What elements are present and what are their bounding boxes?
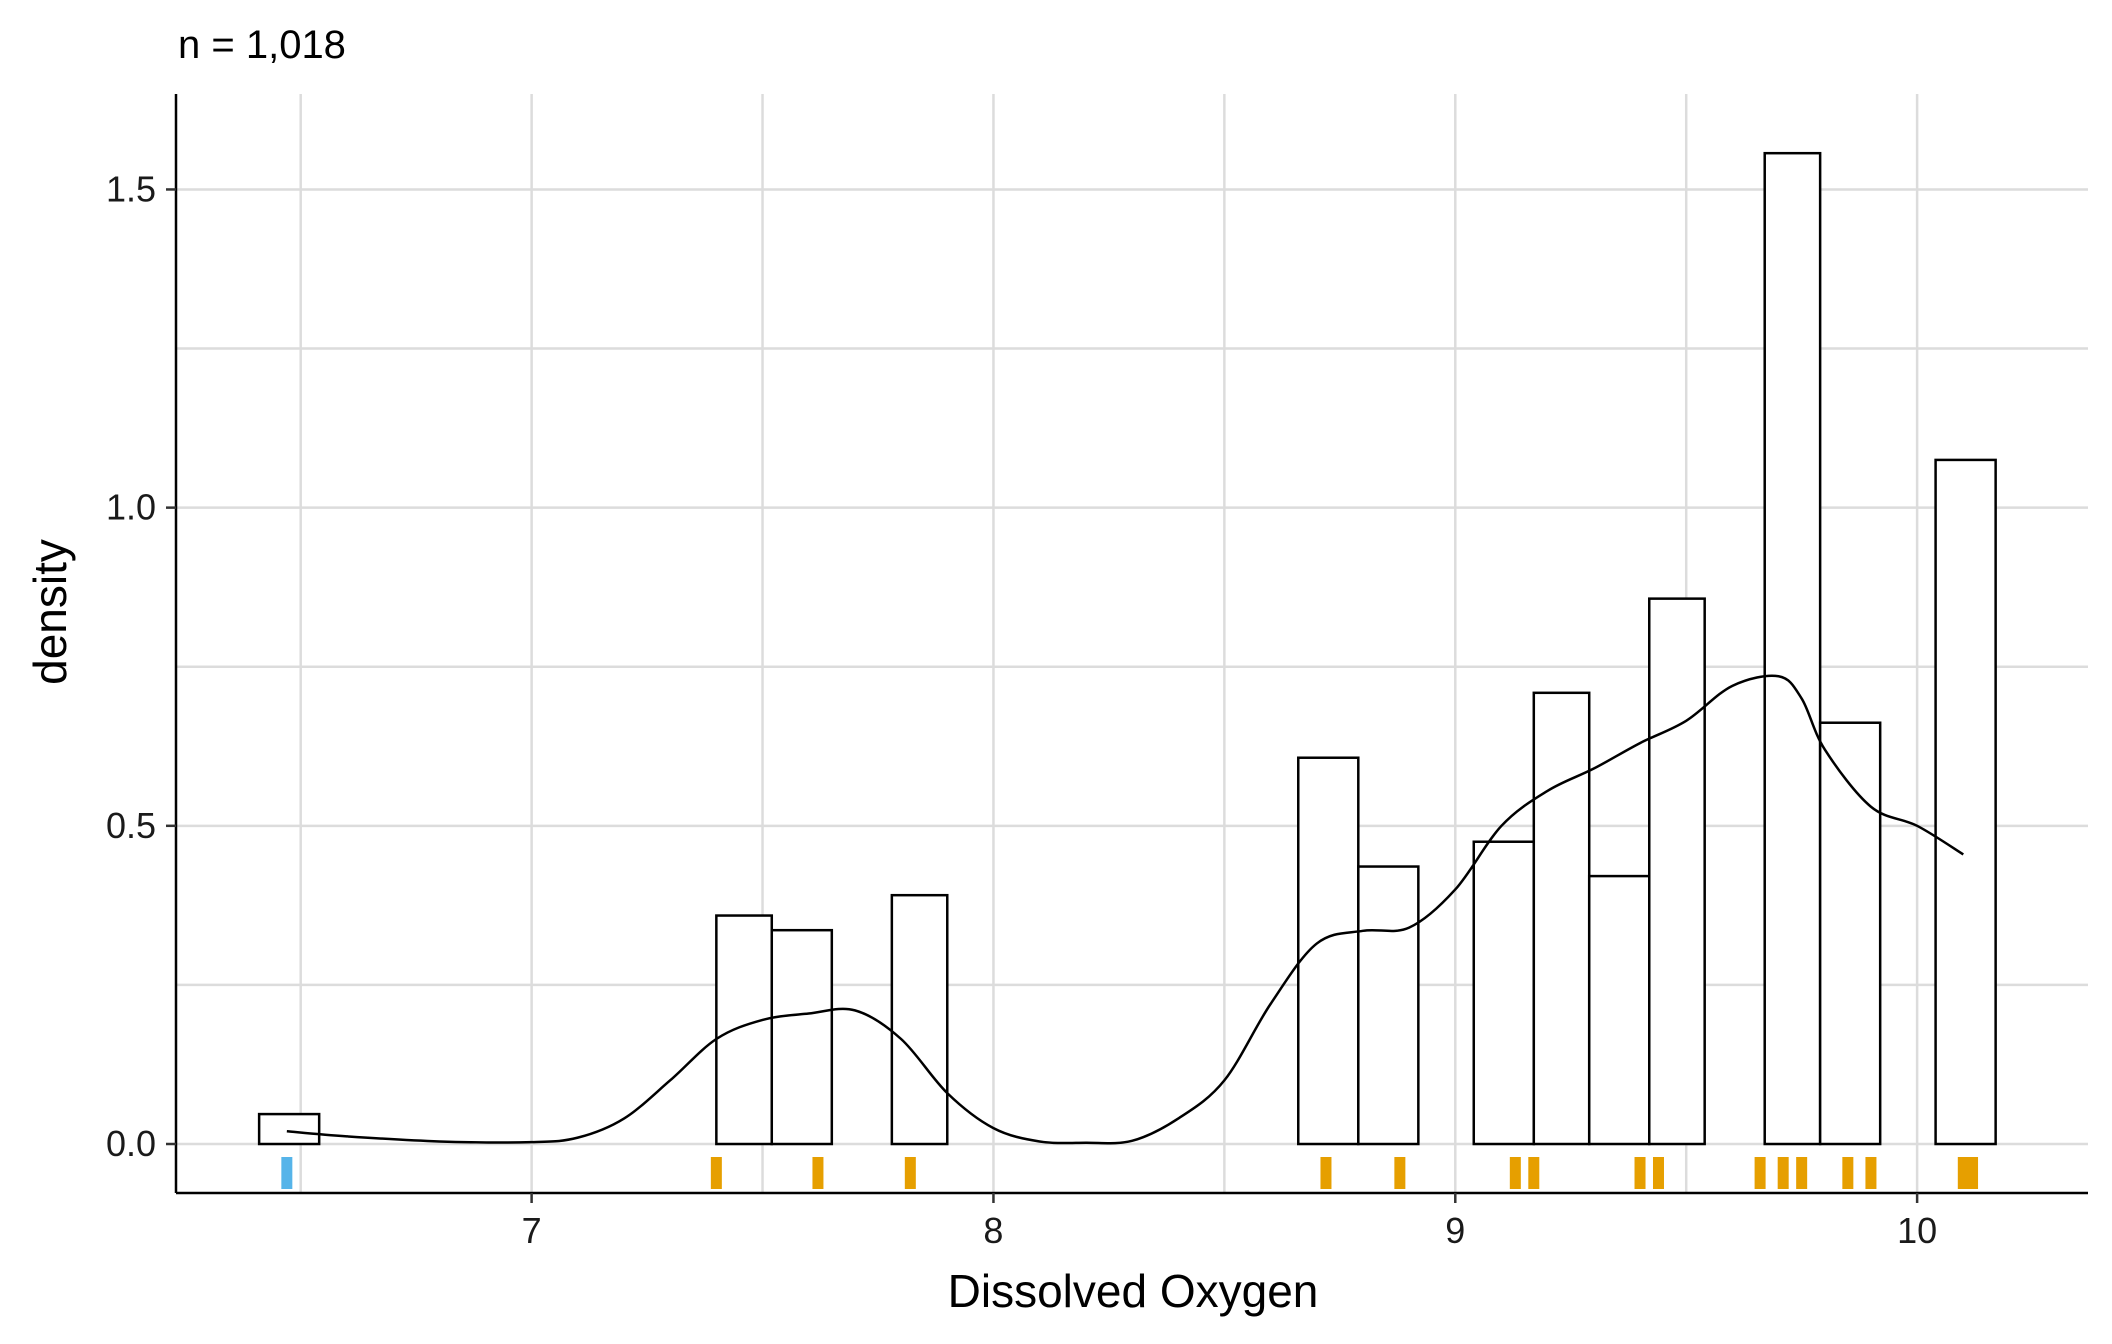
- rug-marks: [281, 1157, 1979, 1189]
- rug-mark: [1754, 1157, 1766, 1189]
- y-axis-title: density: [24, 539, 76, 685]
- rug-mark: [1957, 1157, 1969, 1189]
- y-tick-label: 1.5: [106, 168, 156, 209]
- histogram-bar: [715, 914, 774, 1146]
- density-curve-layer: [286, 674, 1964, 1145]
- density-curve: [286, 674, 1964, 1145]
- rug-mark: [1652, 1157, 1664, 1189]
- rug-mark: [1509, 1157, 1521, 1189]
- histogram-bar: [1472, 840, 1536, 1146]
- histogram-bar: [1934, 458, 1997, 1146]
- histogram-bars: [257, 151, 1997, 1146]
- histogram-bar: [257, 1112, 321, 1146]
- histogram-bar: [1587, 874, 1651, 1146]
- rug-mark: [1394, 1157, 1406, 1189]
- x-axis-title: Dissolved Oxygen: [948, 1265, 1319, 1317]
- tick-labels: 7 8 9 10 0.0 0.5 1.0 1.5: [106, 168, 1937, 1251]
- y-tick-label: 0.0: [106, 1123, 156, 1164]
- histogram-bar: [1818, 721, 1882, 1146]
- y-tick-label: 0.5: [106, 805, 156, 846]
- histogram-bar: [890, 893, 949, 1146]
- histogram-bar: [1763, 151, 1822, 1146]
- histogram-bar: [770, 928, 834, 1146]
- rug-mark: [1528, 1157, 1540, 1189]
- rug-mark: [904, 1157, 916, 1189]
- rug-mark: [1634, 1157, 1646, 1189]
- y-tick-label: 1.0: [106, 487, 156, 528]
- x-tick-label: 7: [522, 1210, 542, 1251]
- x-tick-label: 10: [1897, 1210, 1937, 1251]
- x-tick-label: 9: [1445, 1210, 1465, 1251]
- x-tick-label: 8: [983, 1210, 1003, 1251]
- rug-mark: [1865, 1157, 1877, 1189]
- rug-mark: [1967, 1157, 1979, 1189]
- rug-mark: [1842, 1157, 1854, 1189]
- histogram-bar: [1357, 865, 1420, 1146]
- rug-mark: [1320, 1157, 1332, 1189]
- rug-mark-outlier: [281, 1157, 293, 1189]
- histogram-bar: [1648, 597, 1706, 1146]
- axes: [166, 94, 2088, 1203]
- rug-mark: [812, 1157, 824, 1189]
- chart-subtitle: n = 1,018: [178, 23, 346, 67]
- rug-mark: [710, 1157, 722, 1189]
- rug-mark: [1796, 1157, 1808, 1189]
- histogram-bar: [1532, 691, 1591, 1146]
- rug-mark: [1777, 1157, 1789, 1189]
